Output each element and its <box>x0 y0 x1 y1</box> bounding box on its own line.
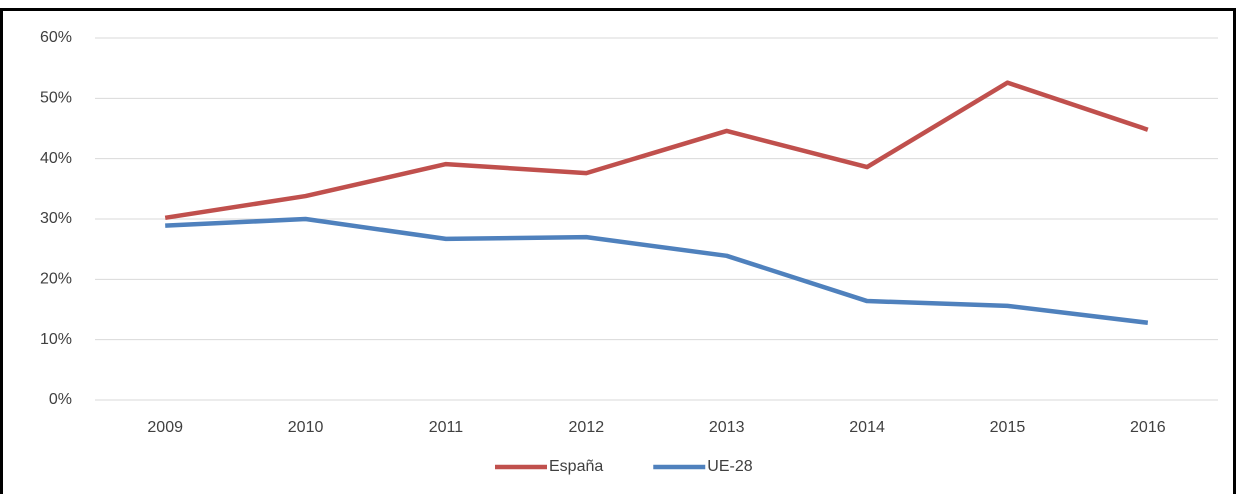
x-tick-label: 2012 <box>569 419 605 436</box>
chart-frame <box>0 8 1236 494</box>
x-tick-label: 2013 <box>709 419 745 436</box>
series-line <box>164 80 1149 221</box>
x-tick-label: 2015 <box>990 419 1026 436</box>
series-line <box>165 216 1149 326</box>
x-tick-label: 2010 <box>288 419 324 436</box>
x-tick-label: 2016 <box>1130 419 1166 436</box>
y-tick-label: 30% <box>40 210 72 227</box>
legend-label: España <box>549 458 603 475</box>
legend-label: UE-28 <box>707 458 752 475</box>
x-tick-label: 2014 <box>849 419 885 436</box>
y-tick-label: 0% <box>49 391 72 408</box>
x-tick-label: 2009 <box>147 419 183 436</box>
y-tick-label: 10% <box>40 331 72 348</box>
y-tick-label: 50% <box>40 90 72 107</box>
y-tick-label: 20% <box>40 271 72 288</box>
y-tick-label: 60% <box>40 29 72 46</box>
y-tick-label: 40% <box>40 150 72 167</box>
x-tick-label: 2011 <box>429 419 464 436</box>
